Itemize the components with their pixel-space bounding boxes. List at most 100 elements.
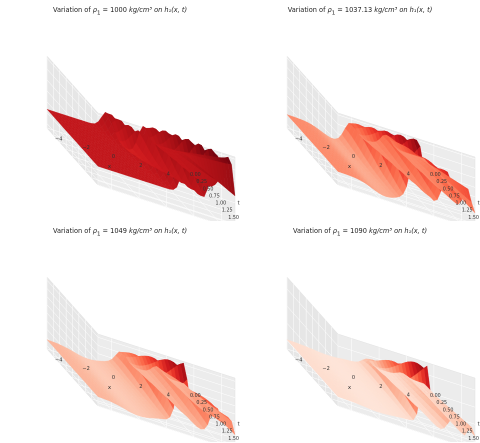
t-tick-label: 0.50 <box>443 186 454 192</box>
t-tick-label: 0.25 <box>436 179 447 185</box>
t-axis: 0.000.250.500.751.001.251.501.752.00t <box>430 393 480 442</box>
surface-plot: −4−2024x0.000.250.500.751.001.251.501.75… <box>46 55 240 221</box>
surface-patch <box>420 157 428 163</box>
title-subscript: 1 <box>96 10 101 17</box>
t-tick-label: 1.50 <box>468 215 479 221</box>
surface-patch <box>420 382 428 388</box>
surface-plot: −4−2024x0.000.250.500.751.001.251.501.75… <box>46 276 240 442</box>
grid-line <box>337 405 451 442</box>
x-tick-label: 0 <box>112 154 115 160</box>
title-unit: kg/cm³ <box>129 227 152 235</box>
x-axis: −4 −2 0 2 4 x <box>55 357 170 398</box>
grid-line <box>46 296 99 354</box>
grid-line <box>97 402 222 442</box>
t-axis: 0.000.250.500.751.001.251.501.752.00t <box>190 393 240 442</box>
t-axis: 0.000.250.500.751.001.251.501.752.00t <box>430 172 480 221</box>
grid-line <box>286 288 339 347</box>
x-tick-label: −4 <box>55 136 62 142</box>
t-axis-label: t <box>238 201 241 207</box>
title-unit: kg/cm³ <box>374 6 398 14</box>
x-tick-label: −2 <box>82 145 89 151</box>
x-tick-label: 4 <box>167 172 170 178</box>
grid-line <box>337 114 476 160</box>
x-tick-label: 2 <box>139 384 142 390</box>
title-unit: kg/cm³ <box>129 6 152 14</box>
grid-line <box>46 123 99 181</box>
title-prefix: Variation of <box>52 227 93 235</box>
x-axis: −4 −2 0 2 4 x <box>55 136 170 177</box>
t-tick-label: 1.00 <box>216 201 227 207</box>
chart-title: Variation of ρ1 = 1037.13 kg/cm³ on h₁(x… <box>240 6 480 16</box>
grid-line <box>286 76 339 135</box>
x-axis-label: x <box>348 164 352 170</box>
title-suffix: on h₁(x, t) <box>397 6 433 14</box>
x-axis-label: x <box>348 385 352 391</box>
title-value: = 1090 <box>340 227 370 235</box>
x-axis-label: x <box>108 164 112 170</box>
grid-line <box>91 398 227 442</box>
t-axis-label: t <box>478 422 480 428</box>
grid-line <box>286 86 339 144</box>
t-tick-label: 1.00 <box>456 201 467 207</box>
title-variable: ρ <box>332 227 337 235</box>
chart-panel-2: Variation of ρ1 = 1037.13 kg/cm³ on h₁(x… <box>240 0 480 221</box>
title-suffix: on h₁(x, t) <box>151 6 188 14</box>
title-variable: ρ <box>92 6 97 14</box>
x-tick-label: −4 <box>295 136 302 142</box>
title-prefix: Variation of <box>287 6 328 14</box>
t-tick-label: 0.00 <box>190 393 201 399</box>
t-tick-label: 1.50 <box>228 215 239 221</box>
grid-line <box>337 184 451 221</box>
grid-line <box>331 398 467 442</box>
x-tick-label: −4 <box>55 357 62 363</box>
t-tick-label: 1.50 <box>468 436 479 442</box>
surface <box>286 339 476 437</box>
surface-patch <box>180 382 188 387</box>
grid-line <box>46 288 99 346</box>
grid-line <box>286 124 339 182</box>
grid-line <box>97 405 211 442</box>
chart-panel-4: Variation of ρ1 = 1090 kg/cm³ on h₁(x, t… <box>240 221 480 442</box>
grid-line <box>91 177 227 221</box>
x-tick-label: −2 <box>322 366 329 372</box>
title-prefix: Variation of <box>52 6 93 14</box>
grid-line <box>46 68 99 127</box>
t-tick-label: 0.75 <box>449 193 460 199</box>
grid-line <box>46 280 99 338</box>
t-tick-label: 0.00 <box>190 172 201 178</box>
x-tick-label: −2 <box>82 366 89 372</box>
t-axis: 0.000.250.500.751.001.251.501.752.00t <box>190 172 240 221</box>
t-tick-label: 1.50 <box>228 436 239 442</box>
title-unit: kg/cm³ <box>369 227 392 235</box>
grid-line <box>97 184 211 221</box>
title-suffix: on h₁(x, t) <box>391 227 428 235</box>
grid-line <box>46 345 99 403</box>
t-tick-label: 1.00 <box>456 422 467 428</box>
grid-line <box>286 67 339 125</box>
t-axis-label: t <box>238 422 241 428</box>
title-subscript: 1 <box>336 231 341 238</box>
x-axis: −4 −2 0 2 4 x <box>295 357 410 398</box>
t-tick-label: 0.50 <box>203 407 214 413</box>
surface <box>46 339 236 436</box>
t-tick-label: 1.25 <box>222 208 233 214</box>
grid-line <box>337 180 463 221</box>
title-prefix: Variation of <box>292 227 333 235</box>
t-tick-label: 1.25 <box>462 429 473 435</box>
x-tick-label: −4 <box>295 357 302 363</box>
surface-plot: −4−2024x0.000.250.500.751.001.251.501.75… <box>286 276 480 442</box>
title-value: = 1049 <box>100 227 130 235</box>
x-tick-label: 4 <box>407 172 410 178</box>
grid-line <box>97 180 225 221</box>
x-axis-label: x <box>108 385 112 391</box>
chart-panel-1: Variation of ρ1 = 1000 kg/cm³ on h₁(x, t… <box>0 0 240 221</box>
grid-line <box>97 169 236 214</box>
title-subscript: 1 <box>96 231 101 238</box>
grid-line <box>85 170 223 215</box>
t-tick-label: 0.25 <box>436 400 447 406</box>
t-tick-label: 0.25 <box>196 179 207 185</box>
x-tick-label: 0 <box>352 154 355 160</box>
t-tick-label: 0.00 <box>430 393 441 399</box>
t-tick-label: 0.75 <box>209 414 220 420</box>
chart-panel-3: Variation of ρ1 = 1049 kg/cm³ on h₁(x, t… <box>0 221 240 442</box>
